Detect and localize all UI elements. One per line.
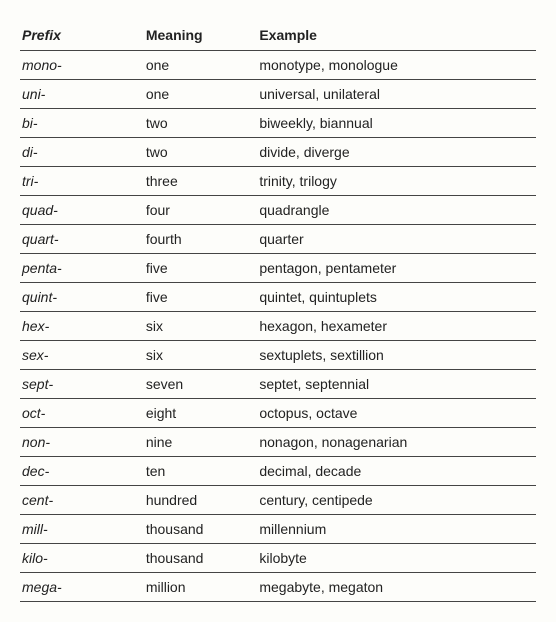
meaning-cell: six <box>144 312 258 341</box>
prefix-cell: hex- <box>20 312 144 341</box>
example-cell: megabyte, megaton <box>257 573 536 602</box>
example-cell: monotype, monologue <box>257 51 536 80</box>
example-cell: pentagon, pentameter <box>257 254 536 283</box>
prefix-cell: cent- <box>20 486 144 515</box>
table-row: non-ninenonagon, nonagenarian <box>20 428 536 457</box>
prefix-cell: bi- <box>20 109 144 138</box>
meaning-cell: ten <box>144 457 258 486</box>
example-cell: sextuplets, sextillion <box>257 341 536 370</box>
table-row: tri-threetrinity, trilogy <box>20 167 536 196</box>
meaning-cell: one <box>144 51 258 80</box>
meaning-cell: five <box>144 254 258 283</box>
prefix-cell: mega- <box>20 573 144 602</box>
meaning-cell: million <box>144 573 258 602</box>
prefix-cell: quad- <box>20 196 144 225</box>
meaning-cell: four <box>144 196 258 225</box>
meaning-cell: thousand <box>144 544 258 573</box>
column-header-meaning: Meaning <box>144 20 258 51</box>
example-cell: nonagon, nonagenarian <box>257 428 536 457</box>
prefix-cell: mono- <box>20 51 144 80</box>
prefix-cell: sept- <box>20 370 144 399</box>
table-row: uni-oneuniversal, unilateral <box>20 80 536 109</box>
example-cell: kilobyte <box>257 544 536 573</box>
prefix-cell: quart- <box>20 225 144 254</box>
prefix-cell: mill- <box>20 515 144 544</box>
meaning-cell: three <box>144 167 258 196</box>
table-body: mono-onemonotype, monologueuni-oneuniver… <box>20 51 536 602</box>
prefix-cell: oct- <box>20 399 144 428</box>
example-cell: quadrangle <box>257 196 536 225</box>
example-cell: octopus, octave <box>257 399 536 428</box>
prefix-cell: tri- <box>20 167 144 196</box>
example-cell: quintet, quintuplets <box>257 283 536 312</box>
table-row: penta-fivepentagon, pentameter <box>20 254 536 283</box>
example-cell: divide, diverge <box>257 138 536 167</box>
example-cell: universal, unilateral <box>257 80 536 109</box>
table-row: kilo-thousandkilobyte <box>20 544 536 573</box>
table-row: bi-twobiweekly, biannual <box>20 109 536 138</box>
prefix-table: Prefix Meaning Example mono-onemonotype,… <box>20 20 536 602</box>
table-row: mill-thousandmillennium <box>20 515 536 544</box>
prefix-cell: quint- <box>20 283 144 312</box>
prefix-cell: dec- <box>20 457 144 486</box>
table-row: quint-fivequintet, quintuplets <box>20 283 536 312</box>
table-row: mono-onemonotype, monologue <box>20 51 536 80</box>
table-row: hex-sixhexagon, hexameter <box>20 312 536 341</box>
meaning-cell: six <box>144 341 258 370</box>
meaning-cell: fourth <box>144 225 258 254</box>
meaning-cell: one <box>144 80 258 109</box>
example-cell: quarter <box>257 225 536 254</box>
meaning-cell: thousand <box>144 515 258 544</box>
meaning-cell: nine <box>144 428 258 457</box>
example-cell: biweekly, biannual <box>257 109 536 138</box>
example-cell: hexagon, hexameter <box>257 312 536 341</box>
meaning-cell: two <box>144 138 258 167</box>
prefix-cell: di- <box>20 138 144 167</box>
prefix-cell: uni- <box>20 80 144 109</box>
example-cell: septet, septennial <box>257 370 536 399</box>
table-header-row: Prefix Meaning Example <box>20 20 536 51</box>
table-row: quad-fourquadrangle <box>20 196 536 225</box>
table-row: dec-tendecimal, decade <box>20 457 536 486</box>
prefix-cell: sex- <box>20 341 144 370</box>
example-cell: decimal, decade <box>257 457 536 486</box>
prefix-cell: non- <box>20 428 144 457</box>
meaning-cell: hundred <box>144 486 258 515</box>
meaning-cell: eight <box>144 399 258 428</box>
table-row: quart-fourthquarter <box>20 225 536 254</box>
meaning-cell: seven <box>144 370 258 399</box>
prefix-cell: penta- <box>20 254 144 283</box>
column-header-example: Example <box>257 20 536 51</box>
example-cell: millennium <box>257 515 536 544</box>
table-row: sex-sixsextuplets, sextillion <box>20 341 536 370</box>
example-cell: century, centipede <box>257 486 536 515</box>
prefix-cell: kilo- <box>20 544 144 573</box>
meaning-cell: two <box>144 109 258 138</box>
table-row: cent-hundredcentury, centipede <box>20 486 536 515</box>
meaning-cell: five <box>144 283 258 312</box>
table-row: di-twodivide, diverge <box>20 138 536 167</box>
column-header-prefix: Prefix <box>20 20 144 51</box>
table-row: mega-millionmegabyte, megaton <box>20 573 536 602</box>
example-cell: trinity, trilogy <box>257 167 536 196</box>
table-row: sept-sevenseptet, septennial <box>20 370 536 399</box>
table-row: oct-eightoctopus, octave <box>20 399 536 428</box>
